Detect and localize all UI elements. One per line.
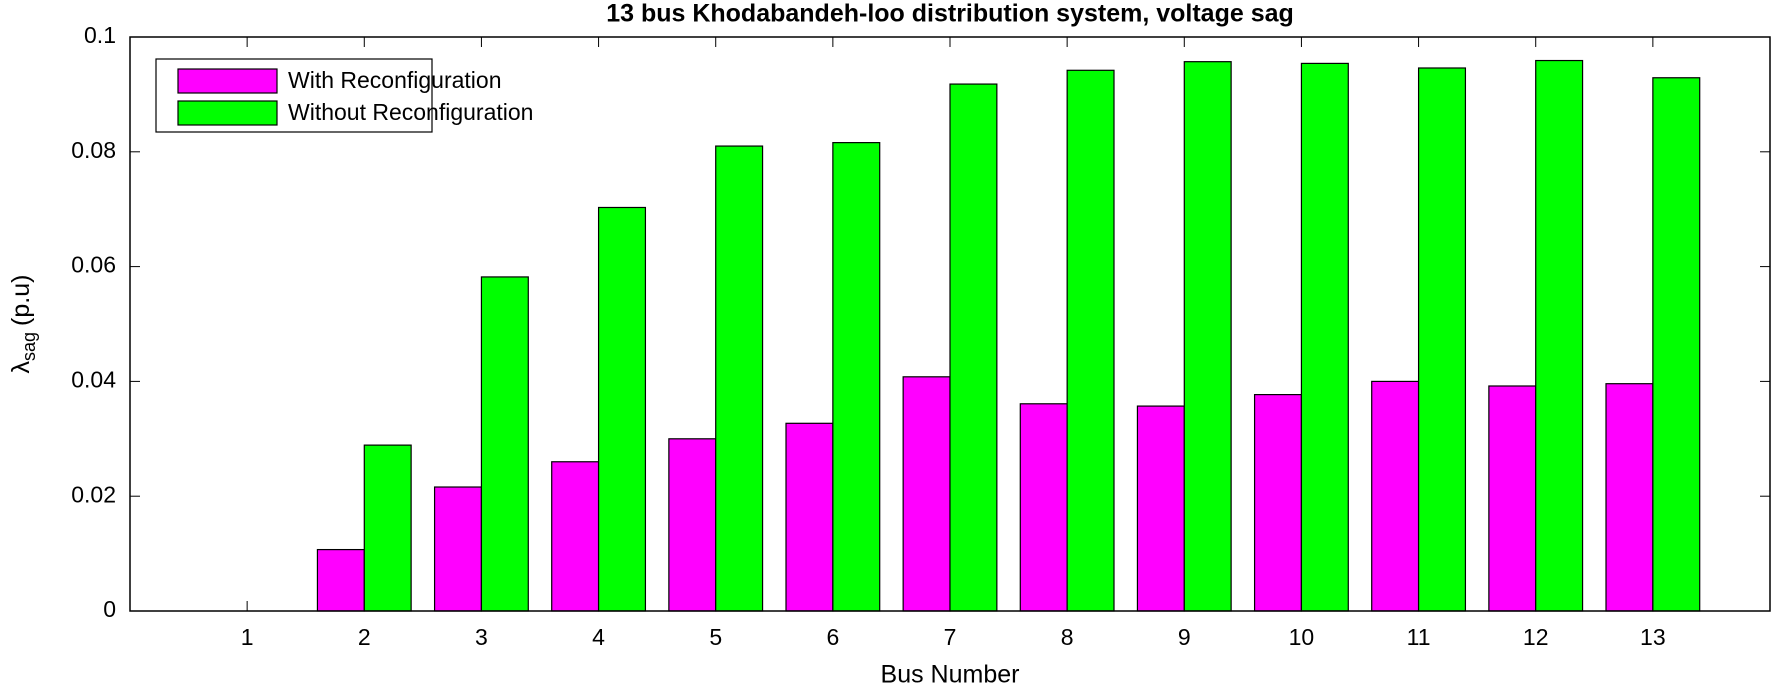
x-tick-label: 6 <box>826 624 839 650</box>
x-tick-label: 2 <box>358 624 371 650</box>
x-tick-label: 4 <box>592 624 605 650</box>
x-tick-label: 7 <box>944 624 957 650</box>
bar <box>715 145 764 612</box>
bar <box>832 142 881 612</box>
bar <box>480 276 529 612</box>
x-tick-label: 13 <box>1640 624 1666 650</box>
bar <box>551 461 600 612</box>
x-tick-label: 11 <box>1407 624 1431 650</box>
y-axis-label: λsag (p.u) <box>7 275 39 374</box>
bar <box>1488 385 1537 612</box>
x-tick-label: 1 <box>241 624 254 650</box>
x-axis-label: Bus Number <box>881 661 1020 687</box>
bar <box>1652 77 1701 612</box>
bar <box>1253 394 1303 612</box>
y-tick-label: 0.08 <box>71 137 116 163</box>
legend-swatch <box>177 68 278 94</box>
y-label-subscript: sag <box>19 332 39 361</box>
x-tick-label: 12 <box>1523 624 1549 650</box>
y-label-symbol: λ <box>7 360 35 373</box>
legend-swatch <box>177 100 278 126</box>
x-tick-label: 9 <box>1178 624 1191 650</box>
bar <box>902 376 951 612</box>
legend-label: Without Reconfiguration <box>288 99 533 125</box>
bar <box>1183 61 1232 612</box>
bar <box>949 83 998 612</box>
bar <box>433 486 483 612</box>
bar <box>1371 380 1420 612</box>
legend-label: With Reconfiguration <box>288 67 502 93</box>
bar <box>1417 67 1467 612</box>
bar <box>597 206 647 612</box>
y-tick-label: 0.04 <box>71 366 116 392</box>
x-tick-label: 5 <box>709 624 722 650</box>
y-tick-label: 0 <box>103 596 116 622</box>
bar <box>1605 383 1654 612</box>
plot-frame <box>129 36 1771 612</box>
bar <box>1066 69 1115 612</box>
bar <box>785 422 834 612</box>
bar <box>1019 403 1068 612</box>
bar <box>668 438 717 612</box>
x-tick-label: 8 <box>1061 624 1074 650</box>
y-tick-label: 0.02 <box>71 481 116 507</box>
y-label-unit: (p.u) <box>7 275 35 326</box>
bar <box>1535 59 1584 612</box>
x-tick-label: 10 <box>1289 624 1315 650</box>
y-tick-label: 0.1 <box>84 22 116 48</box>
bar <box>363 444 412 612</box>
bar <box>1300 62 1349 612</box>
x-tick-label: 3 <box>475 624 488 650</box>
bar <box>1136 405 1185 612</box>
chart-title: 13 bus Khodabandeh-loo distribution syst… <box>606 0 1294 28</box>
bar <box>316 548 365 612</box>
y-tick-label: 0.06 <box>71 252 116 278</box>
